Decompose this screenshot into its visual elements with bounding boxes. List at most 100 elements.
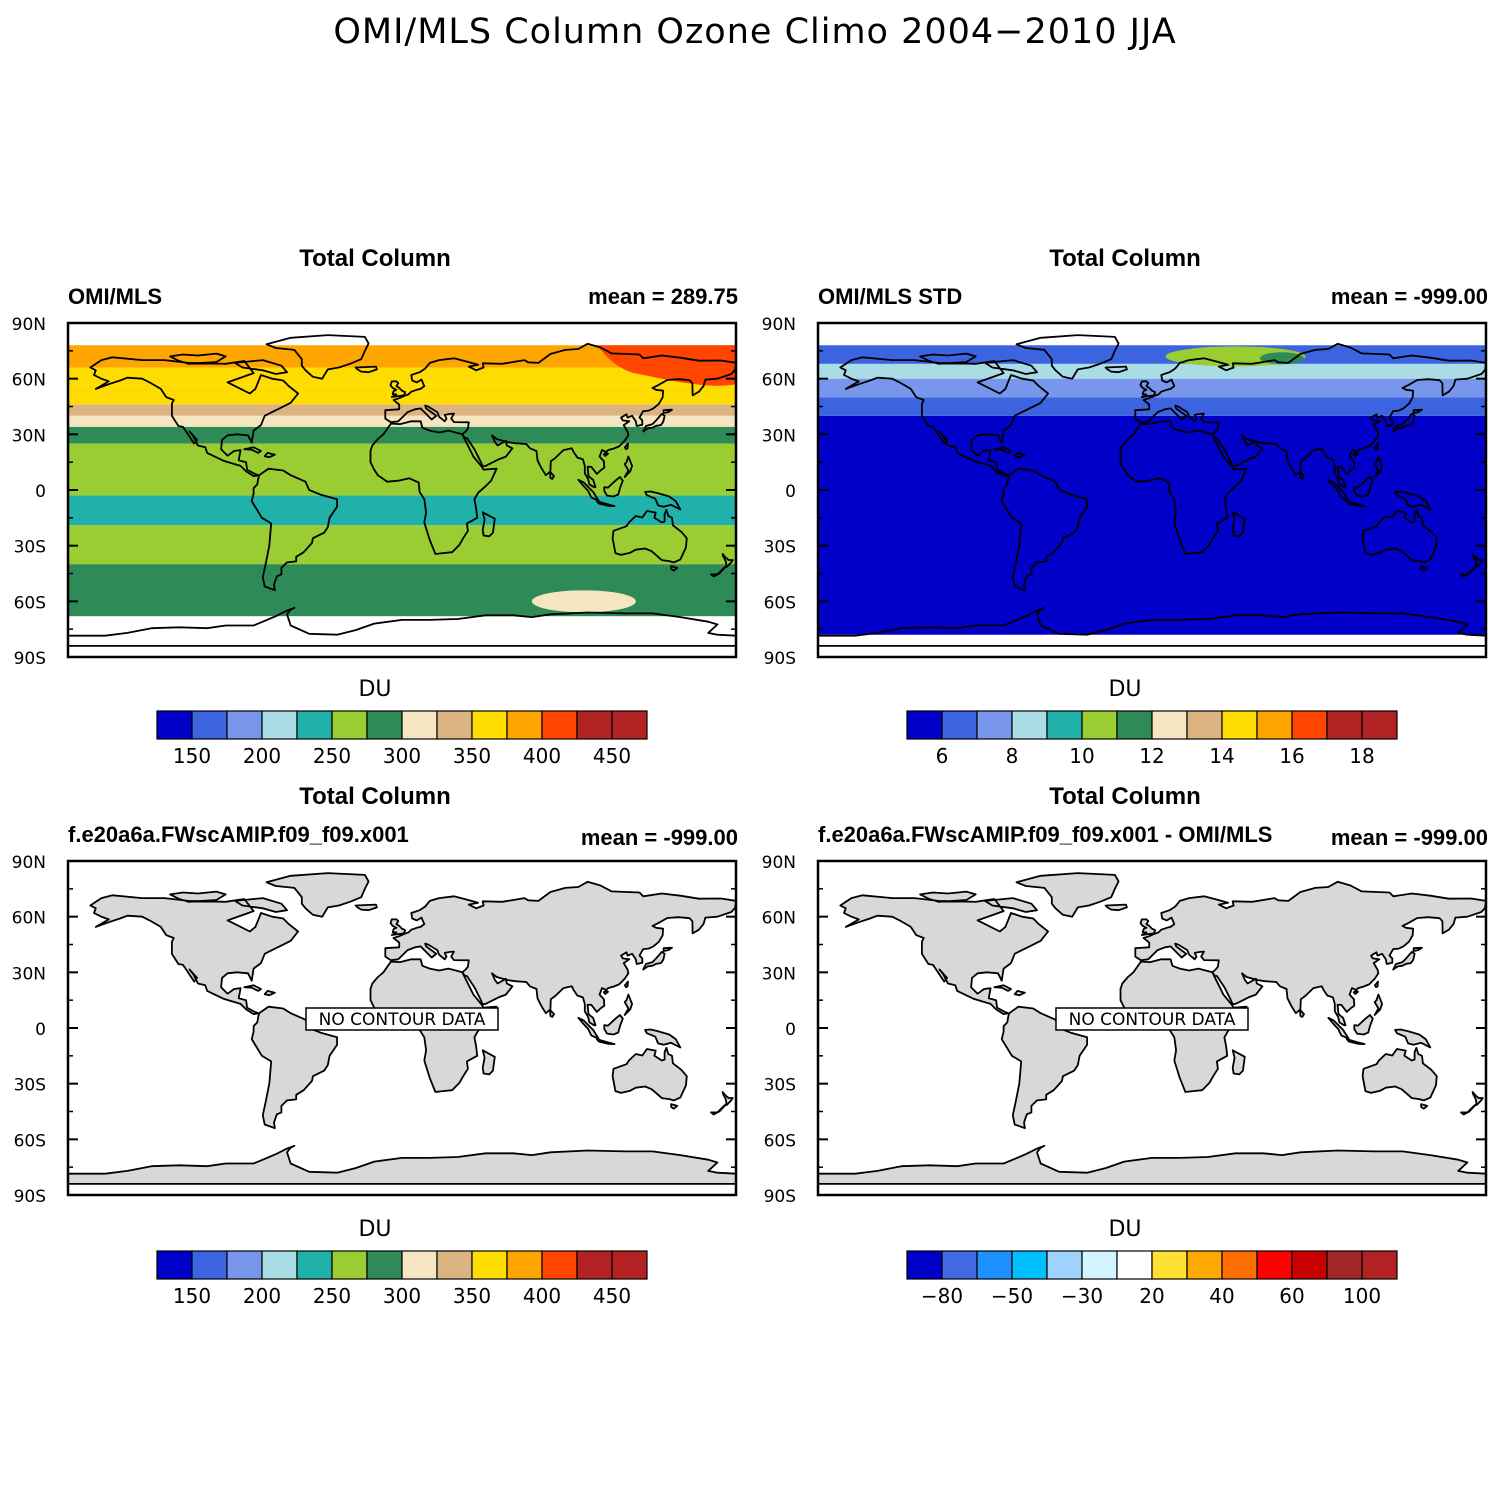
zonal-band [68,495,736,526]
panel-mean-label: mean = -999.00 [580,825,738,850]
zonal-band [68,415,736,427]
colorbar-swatch [1221,710,1258,740]
colorbar-swatch [506,710,543,740]
colorbar-swatch [541,710,578,740]
colorbar-label: −80 [921,1284,963,1308]
colorbar-swatch [471,1250,508,1280]
colorbar-swatch [401,710,438,740]
colorbar-swatch [1046,710,1083,740]
zonal-band [68,443,736,496]
lat-tick-label: 30S [14,1076,46,1096]
colorbar-swatch [1326,710,1363,740]
zonal-band [68,384,736,405]
zonal-band [818,415,1486,635]
panel-model: Total Column f.e20a6a.FWscAMIP.f09_f09.x… [0,783,750,1323]
coastlines [817,334,1487,647]
colorbar-swatch [366,710,403,740]
colorbar-label: 350 [453,744,491,768]
map-plot: 90N 60N 30N 0 30S 60S 90S [12,315,738,665]
feature-southern-ocean [531,590,636,613]
panel-title: Total Column [1049,783,1201,810]
colorbar-label: 14 [1209,744,1234,768]
feature-ne-asia-max [596,345,736,386]
zonal-band [68,525,736,565]
colorbar-swatch [226,1250,263,1280]
colorbar-swatch [156,710,193,740]
no-data-label: NO CONTOUR DATA [319,1010,486,1030]
colorbar-swatch [1116,1250,1153,1280]
colorbar: −80 −50 −30 20 40 60 100 [906,1250,1398,1308]
colorbar-swatch [611,1250,648,1280]
colorbar-swatch [191,1250,228,1280]
colorbar-label: 250 [313,1284,351,1308]
figure-title: OMI/MLS Column Ozone Climo 2004−2010 JJA [333,12,1177,52]
lat-tick-label: 0 [785,482,796,502]
colorbar-swatch [576,1250,613,1280]
colorbar-swatch [1081,710,1118,740]
colorbar-label: 450 [593,1284,631,1308]
colorbar-label: −30 [1061,1284,1103,1308]
colorbar-swatch [576,710,613,740]
map-plot: 90N 60N 30N 0 30S 60S 90S [762,315,1488,665]
units-label: DU [358,677,392,702]
colorbar-swatch [1256,1250,1293,1280]
lat-tick-label: 90N [12,853,46,873]
lat-tick-label: 60N [12,909,46,929]
lat-tick-label: 90N [762,315,796,335]
colorbar-swatch [941,710,978,740]
coastlines [817,872,1487,1185]
panel-title: Total Column [299,245,451,272]
colorbar-swatch [1326,1250,1363,1280]
colorbar-swatch [436,1250,473,1280]
colorbar-label: 350 [453,1284,491,1308]
colorbar-label: 10 [1069,744,1094,768]
colorbar-swatch [191,710,228,740]
colorbar-swatch [611,710,648,740]
lat-tick-label: 30N [12,426,46,446]
zonal-band [68,426,736,444]
colorbar: 6 8 10 12 14 16 18 [906,710,1398,768]
colorbar-swatch [976,710,1013,740]
coastlines [67,872,737,1185]
no-data-box [1055,1007,1249,1031]
colorbar-swatch [331,710,368,740]
lat-tick-label: 30S [14,538,46,558]
colorbar-label: 16 [1279,744,1304,768]
colorbar-swatch [226,710,263,740]
units-label: DU [1108,677,1142,702]
colorbar-swatch [1291,1250,1328,1280]
colorbar-swatch [471,710,508,740]
panel-title: Total Column [1049,245,1201,272]
zonal-band [68,564,736,617]
colorbar-swatch [261,710,298,740]
colorbar-swatch [436,710,473,740]
lat-tick-label: 60N [762,371,796,391]
panel-omi-mls-std: Total Column OMI/MLS STD mean = -999.00 … [750,245,1500,785]
colorbar-label: 12 [1139,744,1164,768]
colorbar-swatch [366,1250,403,1280]
colorbar-swatch [1291,710,1328,740]
panel-left-label: OMI/MLS [68,284,163,309]
lat-tick-label: 60S [14,1131,46,1151]
colorbar-swatch [1361,1250,1398,1280]
colorbar-swatch [296,710,333,740]
colorbar-label: 40 [1209,1284,1234,1308]
lat-tick-label: 60N [12,371,46,391]
colorbar-swatch [906,1250,943,1280]
colorbar-label: 6 [936,744,949,768]
colorbar-swatch [1011,710,1048,740]
lat-tick-label: 90N [12,315,46,335]
no-data-label: NO CONTOUR DATA [1069,1010,1236,1030]
panel-left-label: OMI/MLS STD [818,284,963,309]
map-plot: 90N 60N 30N 0 30S 60S 90S NO CONTOUR DATA [762,853,1488,1203]
colorbar-swatch [1361,710,1398,740]
colorbar: 150 200 250 300 350 400 450 [156,1250,648,1308]
colorbar-swatch [1186,710,1223,740]
colorbar-swatch [1221,1250,1258,1280]
colorbar-swatch [296,1250,333,1280]
panel-mean-label: mean = -999.00 [1330,825,1488,850]
zonal-band [68,404,736,416]
colorbar-label: 100 [1343,1284,1381,1308]
colorbar-label: 250 [313,744,351,768]
colorbar-label: 150 [173,744,211,768]
